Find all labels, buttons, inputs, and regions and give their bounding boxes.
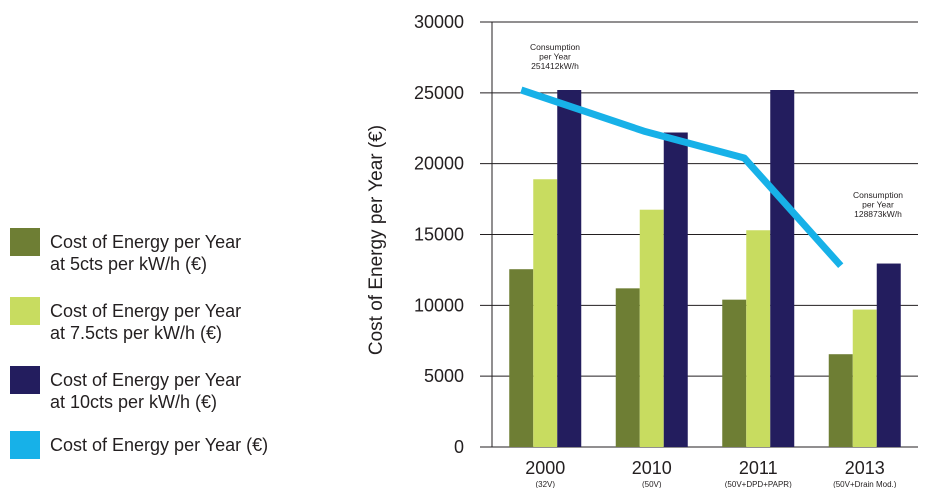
legend-swatch-7-5cts: [10, 297, 40, 325]
x-tick-label: 2010: [632, 458, 672, 478]
bar: [509, 269, 534, 447]
y-tick-label: 5000: [424, 366, 464, 386]
annotation-line: per Year: [539, 52, 571, 62]
consumption-line: [520, 86, 844, 269]
legend-label-5cts: Cost of Energy per Year at 5cts per kW/h…: [50, 232, 242, 274]
y-tick-label: 15000: [414, 225, 464, 245]
legend-item-5cts: Cost of Energy per Year at 5cts per kW/h…: [10, 228, 241, 275]
bar: [876, 263, 901, 447]
legend: Cost of Energy per Year at 5cts per kW/h…: [10, 0, 350, 488]
bar: [746, 230, 771, 447]
x-tick-sublabel: (32V): [535, 480, 555, 488]
annotation-line: Consumption: [853, 190, 903, 200]
bar: [557, 90, 582, 447]
legend-item-7-5cts: Cost of Energy per Year at 7.5cts per kW…: [10, 297, 241, 344]
annotation-line: per Year: [862, 200, 894, 210]
y-tick-label: 0: [454, 437, 464, 457]
legend-label-7-5cts: Cost of Energy per Year at 7.5cts per kW…: [50, 301, 242, 343]
x-tick-sublabel: (50V+DPD+PAPR): [725, 480, 792, 488]
legend-swatch-total: [10, 431, 40, 459]
y-tick-label: 20000: [414, 154, 464, 174]
y-tick-label: 30000: [414, 12, 464, 32]
y-tick-label: 25000: [414, 83, 464, 103]
bar: [639, 209, 664, 447]
bar: [770, 90, 795, 447]
gridlines: [480, 21, 918, 448]
legend-item-total: Cost of Energy per Year (€): [10, 431, 268, 459]
legend-item-10cts: Cost of Energy per Year at 10cts per kW/…: [10, 366, 241, 413]
bars: [509, 90, 901, 447]
y-axis-label: Cost of Energy per Year (€): [366, 125, 387, 355]
bar: [663, 132, 688, 447]
x-tick-label: 2000: [525, 458, 565, 478]
line-series: [520, 86, 844, 269]
bar: [828, 354, 853, 447]
annotation-line: Consumption: [530, 42, 580, 52]
annotation-line: 251412kW/h: [531, 61, 579, 71]
legend-label-10cts: Cost of Energy per Year at 10cts per kW/…: [50, 370, 242, 412]
x-tick-labels: 2000 (32V) 2010 (50V) 2011 (50V+DPD+PAPR) 2013…: [525, 458, 897, 488]
legend-swatch-5cts: [10, 228, 40, 256]
x-tick-label: 2013: [845, 458, 885, 478]
y-tick-labels: 0 5000 10000 15000 20000 25000 30000: [414, 12, 464, 457]
legend-label-total: Cost of Energy per Year (€): [50, 435, 269, 455]
bar: [852, 309, 877, 447]
bar: [722, 299, 747, 447]
annotation-line: 128873kW/h: [854, 209, 902, 219]
bar: [615, 288, 640, 447]
y-tick-label: 10000: [414, 295, 464, 315]
legend-swatch-10cts: [10, 366, 40, 394]
bar: [533, 179, 558, 447]
x-tick-sublabel: (50V+Drain Mod.): [833, 480, 897, 488]
x-tick-label: 2011: [739, 458, 778, 478]
x-tick-sublabel: (50V): [642, 480, 662, 488]
